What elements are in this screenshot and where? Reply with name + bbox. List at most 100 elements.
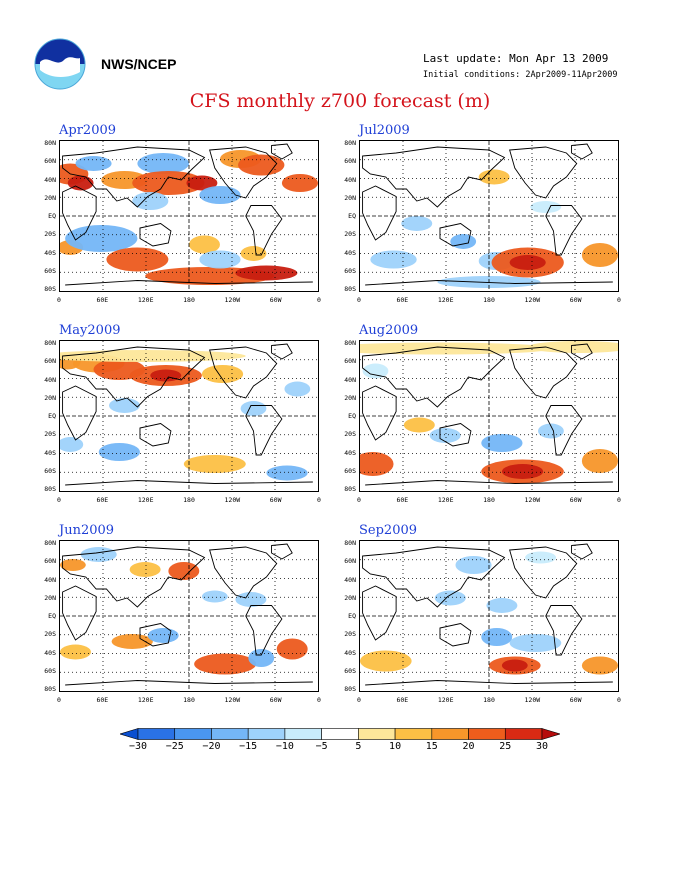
anomaly-shade	[501, 464, 544, 479]
lat-tick-label: 80S	[44, 285, 56, 293]
lon-tick-label: 120E	[137, 496, 154, 504]
anomaly-shade	[434, 590, 466, 606]
lat-tick-label: 40N	[344, 375, 356, 384]
lon-tick-label: 0	[317, 496, 321, 504]
anomaly-shade	[481, 434, 523, 452]
coastline	[246, 406, 282, 456]
lon-tick-label: 0	[357, 496, 361, 504]
coastline	[63, 147, 205, 207]
lon-tick-label: 0	[317, 296, 321, 304]
lat-tick-label: 80S	[44, 685, 56, 693]
anomaly-shade	[106, 247, 169, 272]
lat-tick-label: 80S	[344, 685, 356, 693]
anomaly-shade	[65, 225, 138, 252]
coastline	[363, 386, 397, 440]
anomaly-shade	[362, 363, 389, 379]
lat-tick-label: 40N	[344, 175, 356, 184]
lon-tick-label: 0	[357, 296, 361, 304]
colorbar-swatch	[321, 728, 359, 740]
colorbar-swatch	[284, 728, 322, 740]
lon-tick-label: 120W	[224, 496, 241, 504]
lat-tick-label: EQ	[348, 212, 356, 220]
lat-tick-label: EQ	[348, 412, 356, 420]
coastline	[365, 481, 613, 486]
anomaly-shade	[455, 556, 492, 574]
lon-tick-label: 0	[617, 296, 621, 304]
anomaly-shade	[189, 235, 220, 254]
coastline	[440, 224, 471, 247]
colorbar-label: 20	[462, 741, 475, 752]
lon-tick-label: 180	[483, 496, 495, 504]
lon-tick-label: 120W	[524, 496, 541, 504]
colorbar-label: −25	[165, 741, 184, 752]
anomaly-shade	[530, 201, 562, 213]
colorbar-swatch	[468, 728, 506, 740]
lat-tick-label: 20N	[344, 393, 356, 402]
lat-tick-label: 20N	[44, 393, 56, 402]
colorbar-swatch	[211, 728, 249, 740]
colorbar-label: 5	[355, 741, 362, 752]
anomaly-shade	[370, 250, 417, 269]
anomaly-shade	[248, 649, 275, 667]
anomaly-shade	[186, 175, 218, 191]
lon-tick-label: 120W	[224, 296, 241, 304]
anomaly-shade	[137, 153, 189, 174]
colorbar-label: 25	[499, 741, 512, 752]
anomaly-shade	[129, 562, 161, 577]
coastline	[272, 144, 293, 159]
colorbar-label: 10	[389, 741, 402, 752]
lat-tick-label: EQ	[48, 212, 56, 220]
coastline	[546, 606, 582, 656]
lat-tick-label: 80N	[44, 139, 56, 147]
lat-tick-label: 80S	[344, 485, 356, 493]
noaa-logo-icon	[34, 38, 86, 90]
anomaly-shade	[509, 634, 562, 652]
colorbar-label: −20	[202, 741, 221, 752]
anomaly-shade	[581, 449, 618, 473]
lat-tick-label: 40S	[44, 648, 56, 657]
colorbar	[120, 728, 560, 740]
panel-title-jul: Jul2009	[359, 123, 410, 138]
colorbar-swatch	[504, 728, 543, 740]
coastline	[572, 544, 593, 559]
lat-tick-label: 60N	[344, 157, 356, 166]
lat-tick-label: 20S	[344, 230, 356, 239]
lon-tick-label: 60W	[269, 296, 282, 304]
coastline	[572, 144, 593, 159]
coastline	[246, 606, 282, 656]
lon-tick-label: 120E	[437, 296, 454, 304]
lon-tick-label: 180	[483, 696, 495, 704]
panel-title-may: May2009	[59, 323, 121, 338]
anomaly-shade	[509, 255, 546, 270]
anomaly-shade	[80, 547, 117, 562]
lat-tick-label: EQ	[348, 612, 356, 620]
coastline	[546, 406, 582, 456]
coastline	[63, 386, 97, 440]
colorbar-label: 15	[425, 741, 438, 752]
coastline	[440, 424, 471, 447]
lon-tick-label: 60E	[96, 296, 109, 304]
lat-tick-label: 60S	[44, 466, 56, 475]
anomaly-shade	[111, 634, 153, 649]
last-update-text: Last update: Mon Apr 13 2009	[423, 52, 609, 65]
anomaly-shade	[429, 428, 461, 443]
coastline	[65, 681, 313, 686]
map-panel-apr	[59, 140, 319, 292]
colorbar-label: −10	[275, 741, 294, 752]
colorbar-swatch	[247, 728, 286, 740]
lon-tick-label: 0	[617, 696, 621, 704]
lon-tick-label: 60E	[396, 496, 409, 504]
anomaly-shade	[266, 465, 308, 481]
coastline	[140, 624, 171, 647]
lat-tick-label: 20N	[344, 193, 356, 202]
map-panel-may	[59, 340, 319, 492]
lat-tick-label: 40N	[44, 375, 56, 384]
anomaly-shade	[276, 638, 308, 660]
lon-tick-label: 180	[183, 496, 195, 504]
anomaly-shade	[98, 443, 140, 461]
lon-tick-label: 180	[183, 696, 195, 704]
lon-tick-label: 120E	[137, 296, 154, 304]
coastline	[65, 281, 313, 286]
coastline	[363, 547, 505, 607]
coastline	[63, 586, 97, 640]
